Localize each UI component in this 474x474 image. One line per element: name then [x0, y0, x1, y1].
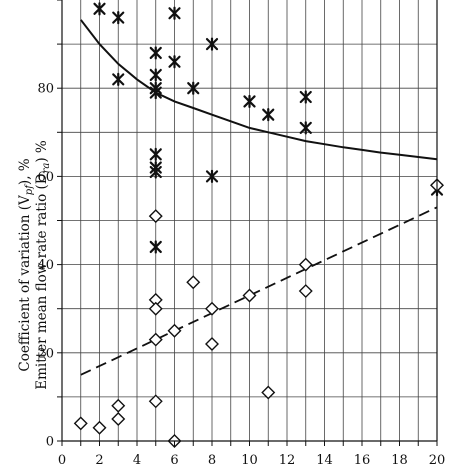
diamond-marker	[298, 284, 313, 299]
x-tick-label: 20	[429, 453, 446, 468]
y-axis-label: Coefficient of variation (Vpf), % Emitte…	[17, 140, 52, 390]
asterisk-marker	[299, 121, 312, 135]
asterisk-marker	[112, 72, 125, 86]
asterisk-marker	[205, 169, 219, 183]
diamond-marker	[205, 301, 219, 316]
asterisk-marker	[243, 94, 256, 109]
asterisk-marker	[149, 68, 162, 82]
diamond-marker	[148, 332, 163, 347]
asterisk-marker	[149, 165, 162, 179]
diamond-marker	[242, 288, 257, 303]
grid	[62, 0, 437, 441]
y-tick-label: 0	[46, 435, 54, 450]
trend-line-dashed	[80, 206, 438, 376]
diamond-marker	[148, 394, 163, 409]
diamond-marker	[111, 411, 126, 426]
trend-lines	[80, 19, 438, 376]
diamond-marker	[92, 420, 107, 435]
x-tick-label: 12	[279, 453, 296, 468]
asterisk-marker	[168, 55, 181, 69]
axes	[57, 0, 438, 446]
diamond-marker	[73, 416, 88, 431]
asterisk-marker	[112, 11, 125, 25]
x-tick-label: 14	[316, 453, 333, 468]
x-tick-label: 18	[391, 453, 408, 468]
x-tick-label: 16	[354, 453, 371, 468]
y-tick-label: 20	[37, 346, 54, 361]
asterisk-marker	[149, 147, 162, 161]
diamond-marker	[186, 275, 201, 290]
y-axis-label-line-2: Emitter mean flow rate ratio (Dra) %	[34, 140, 52, 390]
asterisk-marker	[149, 86, 162, 100]
diamond-marker	[111, 398, 126, 413]
x-tick-label: 8	[208, 453, 216, 468]
asterisk-marker	[299, 90, 312, 104]
y-tick-label: 80	[37, 82, 54, 97]
x-tick-label: 0	[58, 453, 66, 468]
asterisk-marker	[93, 2, 106, 16]
diamond-marker	[148, 209, 163, 224]
x-tick-label: 6	[170, 453, 178, 468]
diamond-marker	[167, 323, 182, 338]
x-tick-label: 2	[95, 453, 103, 468]
asterisk-marker	[187, 81, 200, 95]
diamond-marker	[148, 301, 163, 316]
tick-labels: 0 2 4 6 8 10 12 14 16 18 20 0 20 40 60 80	[37, 82, 445, 468]
diamond-marker	[261, 385, 276, 400]
y-tick-label: 40	[37, 258, 54, 273]
asterisk-marker	[205, 37, 219, 51]
asterisk-marker	[149, 46, 162, 60]
asterisk-marker	[149, 240, 162, 254]
diamond-marker	[298, 257, 313, 272]
asterisk-marker	[262, 108, 275, 122]
data-points	[73, 2, 444, 448]
y-tick-label: 60	[37, 170, 54, 185]
asterisk-marker	[168, 6, 181, 20]
diamond-marker	[205, 336, 219, 351]
x-tick-label: 4	[133, 453, 141, 468]
x-tick-label: 10	[241, 453, 258, 468]
trend-line-solid	[80, 19, 438, 161]
y-axis-label-line-1: Coefficient of variation (Vpf), %	[17, 158, 35, 371]
